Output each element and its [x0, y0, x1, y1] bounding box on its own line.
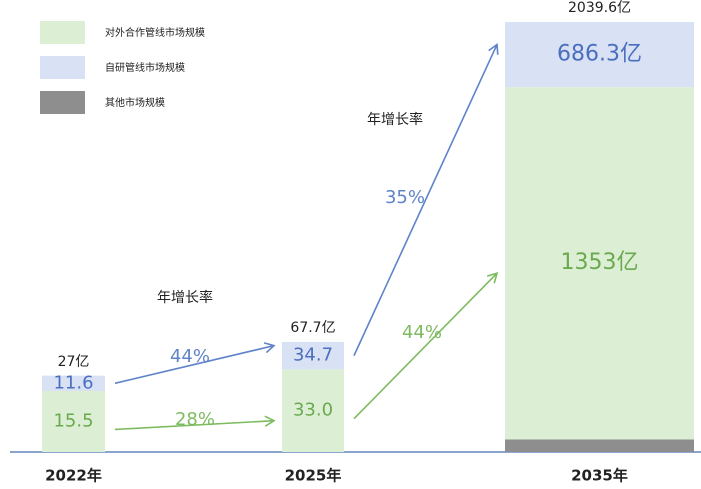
- bar-segment: [505, 439, 694, 452]
- total-label: 27亿: [58, 354, 90, 370]
- legend-swatch: [40, 56, 85, 79]
- growth-arrow: [114, 342, 276, 385]
- legend-swatch: [40, 91, 85, 114]
- legend-label: 其他市场规模: [105, 96, 165, 109]
- segment-label: 686.3亿: [557, 42, 642, 67]
- segment-label: 33.0: [293, 400, 333, 421]
- growth-label: 44%: [402, 322, 442, 343]
- bar-segment: [282, 369, 344, 452]
- x-tick-label: 2025年: [285, 467, 342, 485]
- annotation: 年增长率: [367, 111, 423, 128]
- total-label: 67.7亿: [290, 320, 335, 336]
- bar-segment: [42, 375, 105, 391]
- segment-label: 1353亿: [561, 250, 639, 275]
- segment-label: 15.5: [53, 410, 93, 431]
- growth-arrow: [353, 43, 499, 356]
- legend-label: 自研管线市场规模: [105, 61, 185, 74]
- legend-swatch: [40, 21, 85, 44]
- growth-arrow: [114, 415, 276, 431]
- segment-label: 34.7: [293, 345, 333, 366]
- bar-segment: [42, 390, 105, 452]
- legend-label: 对外合作管线市场规模: [105, 26, 205, 39]
- bar-segment: [505, 87, 694, 440]
- bar-segment: [505, 22, 694, 88]
- segment-label: 11.6: [53, 372, 93, 393]
- growth-label: 44%: [170, 346, 210, 367]
- growth-label: 28%: [175, 409, 215, 430]
- x-tick-label: 2035年: [571, 467, 628, 485]
- growth-label: 35%: [385, 187, 425, 208]
- annotation: 年增长率: [157, 289, 213, 306]
- bar-segment: [282, 341, 344, 370]
- growth-arrow: [353, 272, 499, 420]
- x-tick-label: 2022年: [45, 467, 102, 485]
- total-label: 2039.6亿: [568, 0, 631, 16]
